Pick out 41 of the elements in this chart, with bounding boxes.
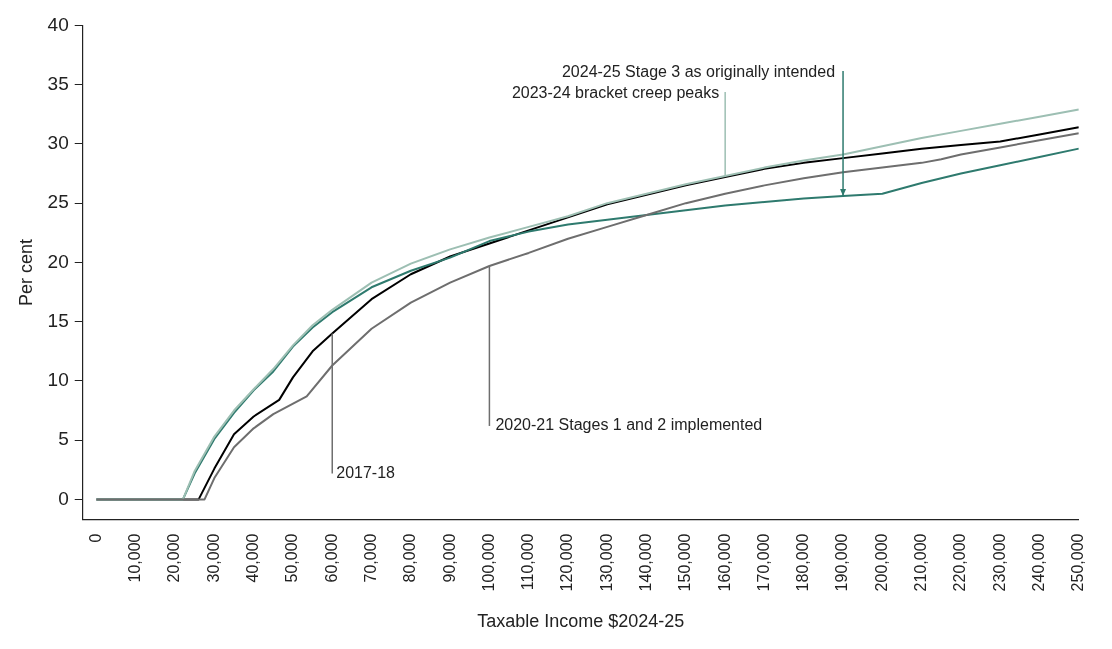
y-tick-label: 30 <box>47 132 69 154</box>
x-tick-label: 160,000 <box>715 533 733 592</box>
x-tick-label: 180,000 <box>794 533 812 592</box>
x-tick-label: 210,000 <box>912 533 930 592</box>
x-tick-label: 190,000 <box>833 533 851 592</box>
annotation: 2023-24 bracket creep peaks <box>511 84 720 102</box>
x-axis-title: Taxable Income $2024-25 <box>477 611 685 632</box>
x-tick-label: 110,000 <box>519 533 537 591</box>
x-tick-label: 20,000 <box>165 533 183 583</box>
x-tick-label: 100,000 <box>479 533 497 592</box>
x-tick-label: 0 <box>86 533 104 543</box>
x-tick-label: 10,000 <box>126 533 144 583</box>
y-tick-label: 20 <box>47 250 69 272</box>
annotation: 2024-25 Stage 3 as originally intended <box>561 63 836 81</box>
y-tick-label: 25 <box>47 191 69 213</box>
x-tick-label: 120,000 <box>558 533 576 592</box>
x-tick-label: 70,000 <box>361 533 379 583</box>
x-tick-label: 240,000 <box>1029 533 1047 592</box>
y-tick-label: 5 <box>58 428 69 450</box>
x-tick-label: 50,000 <box>283 533 301 583</box>
x-tick-label: 250,000 <box>1069 533 1087 592</box>
y-tick-label: 40 <box>47 13 69 35</box>
y-tick-label: 0 <box>58 487 69 509</box>
x-tick-label: 30,000 <box>204 533 222 583</box>
x-tick-label: 80,000 <box>401 533 419 583</box>
y-tick-label: 10 <box>47 369 69 391</box>
y-tick-label: 35 <box>47 72 69 94</box>
x-tick-label: 130,000 <box>597 533 615 592</box>
annotation: 2020-21 Stages 1 and 2 implemented <box>495 416 763 434</box>
x-tick-label: 140,000 <box>636 533 654 592</box>
x-tick-label: 150,000 <box>676 533 694 592</box>
y-tick-label: 15 <box>47 309 69 331</box>
x-tick-label: 200,000 <box>872 533 890 592</box>
annotation: 2017-18 <box>336 463 396 481</box>
x-tick-label: 170,000 <box>754 533 772 592</box>
x-tick-label: 230,000 <box>990 533 1008 592</box>
x-tick-label: 40,000 <box>244 533 262 583</box>
x-tick-label: 220,000 <box>951 533 969 592</box>
x-tick-label: 60,000 <box>322 533 340 583</box>
y-axis-title: Per cent <box>15 238 36 307</box>
x-tick-label: 90,000 <box>440 533 458 583</box>
